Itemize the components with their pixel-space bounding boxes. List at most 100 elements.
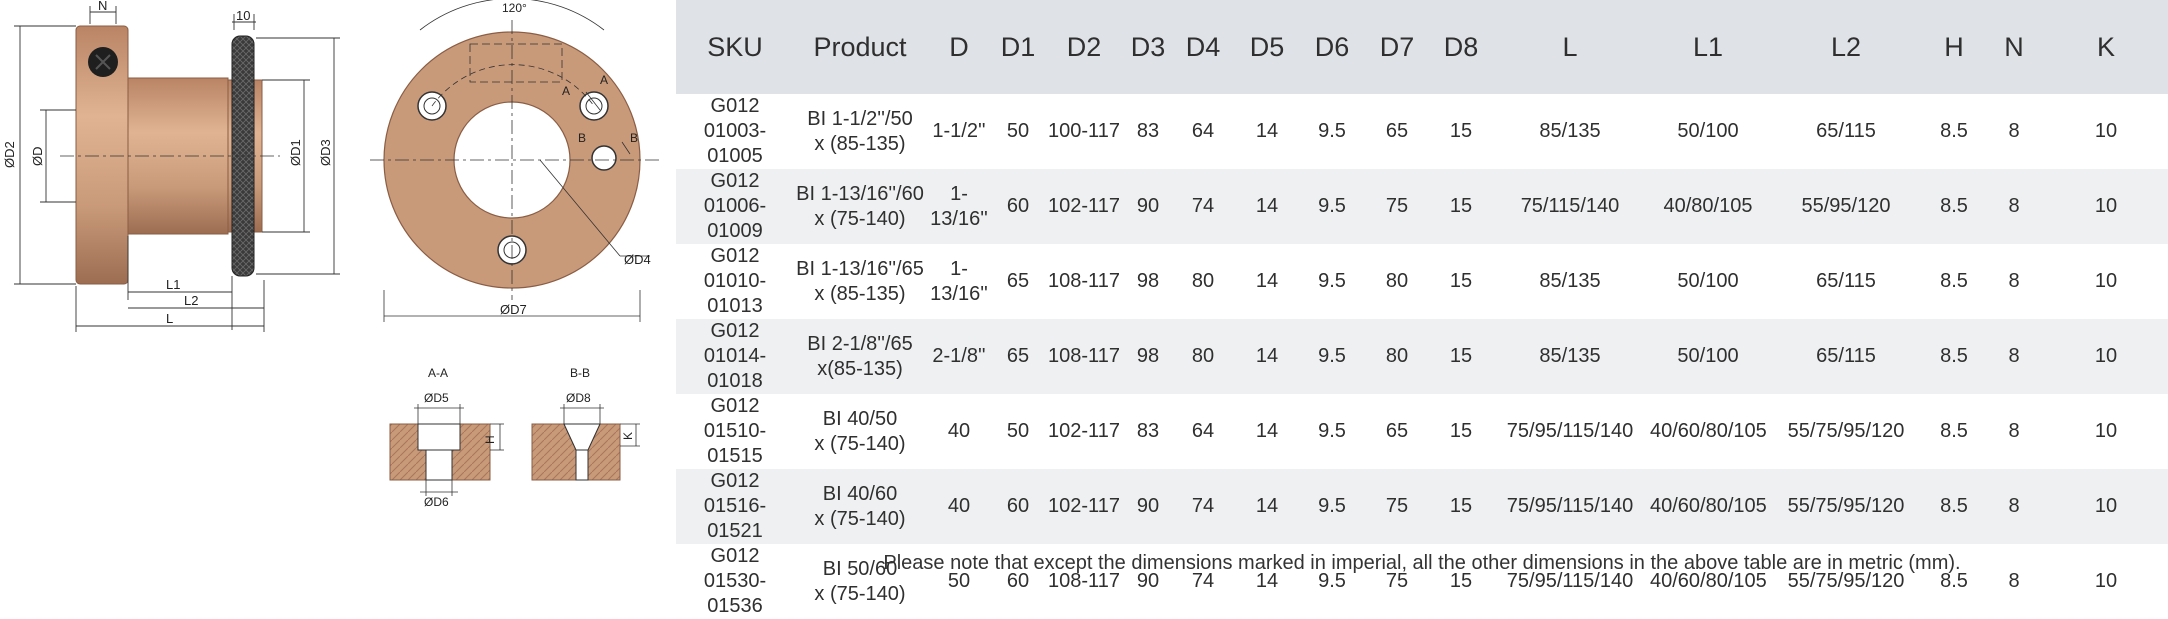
table-cell-d: 40 (926, 394, 992, 469)
table-cell-product: BI 1-1/2''/50 x (85-135) (794, 94, 926, 169)
table-cell-d6: 9.5 (1300, 319, 1364, 394)
table-cell-d: 40 (926, 469, 992, 544)
table-cell-d4: 74 (1172, 469, 1234, 544)
table-cell-d: 1-13/16'' (926, 244, 992, 319)
table-cell-d5: 14 (1234, 244, 1300, 319)
table-body: G012 01003-01005 BI 1-1/2''/50 x (85-135) 1-… (676, 94, 2168, 619)
table-cell-h: 8.5 (1924, 469, 1984, 544)
table-row: G012 01010-01013 BI 1-13/16''/65 x (85-135)… (676, 244, 2168, 319)
table-cell-l2: 55/95/120 (1768, 169, 1924, 244)
dim-d2-label: ØD2 (2, 141, 17, 168)
technical-drawings: N 10 ØD2 ØD ØD1 ØD3 L1 L2 L 1 (0, 0, 672, 585)
table-cell-k: 10 (2044, 94, 2168, 169)
table-cell-d6: 9.5 (1300, 94, 1364, 169)
table-cell-l: 75/115/140 (1492, 169, 1648, 244)
column-header-d8: D8 (1430, 0, 1492, 94)
dim-d7-label: ØD7 (500, 302, 527, 317)
table-cell-l2: 55/75/95/120 (1768, 469, 1924, 544)
table-cell-d4: 74 (1172, 169, 1234, 244)
column-header-h: H (1924, 0, 1984, 94)
table-cell-sku: G012 01014-01018 (676, 319, 794, 394)
table-cell-l2: 65/115 (1768, 94, 1924, 169)
table-cell-d5: 14 (1234, 394, 1300, 469)
dim-h-label: H (483, 435, 497, 444)
section-aa: A-A ØD5 ØD6 H (389, 366, 504, 509)
dim-d4-label: ØD4 (624, 252, 651, 267)
table-cell-d5: 14 (1234, 469, 1300, 544)
table-cell-l1: 40/60/80/105 (1648, 469, 1768, 544)
table-cell-d2: 102-117 (1044, 469, 1124, 544)
table-cell-n: 8 (1984, 169, 2044, 244)
table-cell-d2: 108-117 (1044, 319, 1124, 394)
column-header-d4: D4 (1172, 0, 1234, 94)
table-cell-d1: 50 (992, 394, 1044, 469)
table-cell-d6: 9.5 (1300, 469, 1364, 544)
dim-d-label: ØD (30, 147, 45, 167)
units-note: Please note that except the dimensions m… (883, 552, 1961, 574)
table-cell-d4: 80 (1172, 319, 1234, 394)
table-row: G012 01516-01521 BI 40/60 x (75-140) 40 60 102… (676, 469, 2168, 544)
table-cell-d7: 80 (1364, 244, 1430, 319)
table-cell-d6: 9.5 (1300, 244, 1364, 319)
column-header-l1: L1 (1648, 0, 1768, 94)
dim-d5-label: ØD5 (424, 391, 449, 405)
table-cell-d7: 80 (1364, 319, 1430, 394)
table-cell-d8: 15 (1430, 169, 1492, 244)
table-cell-h: 8.5 (1924, 169, 1984, 244)
dim-d1-label: ØD1 (288, 139, 303, 166)
table-cell-l1: 50/100 (1648, 244, 1768, 319)
table-cell-d3: 98 (1124, 244, 1172, 319)
table-cell-product: BI 40/50 x (75-140) (794, 394, 926, 469)
table-cell-n: 8 (1984, 394, 2044, 469)
column-header-d3: D3 (1124, 0, 1172, 94)
table-cell-d2: 102-117 (1044, 169, 1124, 244)
table-cell-l1: 50/100 (1648, 94, 1768, 169)
table-cell-l2: 65/115 (1768, 319, 1924, 394)
dim-d8-label: ØD8 (566, 391, 591, 405)
table-cell-d8: 15 (1430, 319, 1492, 394)
dimension-table: SKU Product D D1 D2 D3 D4 D5 D6 D7 D8 L L1 L2 H N K G012… (676, 0, 2168, 619)
table-cell-l2: 55/75/95/120 (1768, 394, 1924, 469)
table-cell-d3: 83 (1124, 394, 1172, 469)
table-cell-d3: 90 (1124, 469, 1172, 544)
column-header-l: L (1492, 0, 1648, 94)
table-cell-product: BI 1-13/16''/65 x (85-135) (794, 244, 926, 319)
table-cell-h: 8.5 (1924, 94, 1984, 169)
table-header-row: SKU Product D D1 D2 D3 D4 D5 D6 D7 D8 L L1 L2 H N K (676, 0, 2168, 94)
table-cell-d1: 60 (992, 169, 1044, 244)
screw-hole-icon (591, 145, 617, 171)
table-cell-k: 10 (2044, 394, 2168, 469)
table-cell-d: 1-13/16'' (926, 169, 992, 244)
dimension-table-container: SKU Product D D1 D2 D3 D4 D5 D6 D7 D8 L L1 L2 H N K G012… (676, 0, 2168, 619)
column-header-n: N (1984, 0, 2044, 94)
column-header-d: D (926, 0, 992, 94)
table-cell-sku: G012 01003-01005 (676, 94, 794, 169)
table-cell-product: BI 1-13/16''/60 x (75-140) (794, 169, 926, 244)
table-cell-k: 10 (2044, 469, 2168, 544)
dim-d3-label: ØD3 (318, 139, 333, 166)
dim-l1-label: L1 (166, 277, 180, 292)
table-cell-l2: 65/115 (1768, 244, 1924, 319)
table-cell-l: 75/95/115/140 (1492, 394, 1648, 469)
column-header-sku: SKU (676, 0, 794, 94)
table-cell-sku: G012 01516-01521 (676, 469, 794, 544)
table-cell-k: 10 (2044, 244, 2168, 319)
column-header-k: K (2044, 0, 2168, 94)
table-cell-d4: 64 (1172, 94, 1234, 169)
table-cell-d8: 15 (1430, 94, 1492, 169)
section-aa-title: A-A (428, 366, 448, 380)
front-view: 120° A B B A ØD4 ØD7 (370, 0, 660, 322)
table-cell-l: 85/135 (1492, 319, 1648, 394)
table-cell-n: 8 (1984, 469, 2044, 544)
table-cell-d3: 83 (1124, 94, 1172, 169)
column-header-d1: D1 (992, 0, 1044, 94)
column-header-l2: L2 (1768, 0, 1924, 94)
table-cell-d7: 75 (1364, 169, 1430, 244)
table-cell-h: 8.5 (1924, 319, 1984, 394)
table-cell-product: BI 40/60 x (75-140) (794, 469, 926, 544)
side-view: N 10 ØD2 ØD ØD1 ØD3 L1 L2 L (2, 0, 340, 332)
table-cell-h: 8.5 (1924, 244, 1984, 319)
table-cell-h: 8.5 (1924, 394, 1984, 469)
table-cell-d1: 50 (992, 94, 1044, 169)
table-cell-n: 8 (1984, 94, 2044, 169)
